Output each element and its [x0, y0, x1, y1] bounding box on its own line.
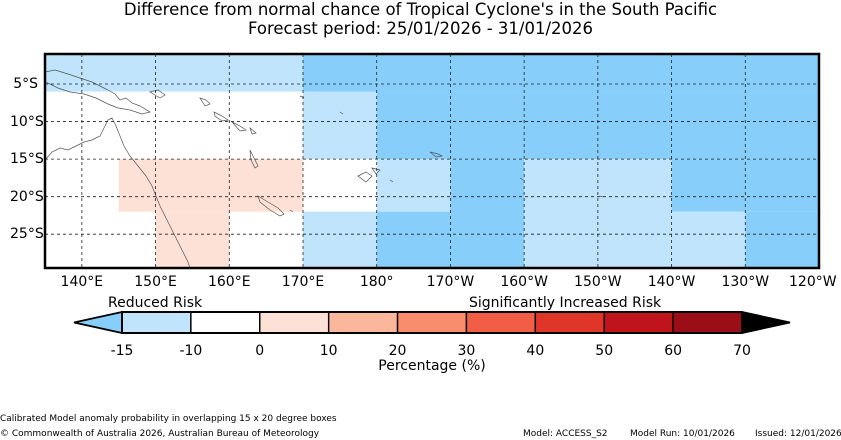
anomaly-cells	[45, 54, 819, 268]
colorbar-under-arrow	[73, 310, 123, 335]
lat-label: 20°S	[10, 188, 44, 205]
footer-model: Model: ACCESS_S2	[523, 429, 608, 439]
lon-label: 160°W	[500, 274, 548, 290]
anomaly-cell-5	[155, 211, 230, 268]
colorbar-segment-0	[121, 311, 192, 334]
lon-label: 160°E	[207, 274, 251, 290]
colorbar-over-arrow	[741, 310, 791, 335]
lon-label: 140°W	[647, 274, 696, 290]
anomaly-cell-10	[671, 211, 746, 268]
colorbar-segment-7	[603, 311, 674, 334]
coastline-new-caledonia	[257, 195, 285, 217]
coastline-vanuatu	[249, 149, 259, 169]
forecast-period: Forecast period: 25/01/2026 - 31/01/2026	[247, 19, 594, 38]
lon-label: 150°W	[574, 274, 622, 290]
colorbar-segment-5	[465, 311, 537, 334]
coastline-samoa	[429, 151, 444, 158]
lat-label: 15°S	[10, 151, 44, 168]
grid-lines	[45, 54, 819, 268]
coastlines	[44, 69, 604, 269]
lon-label: 150°E	[134, 274, 177, 290]
colorbar-segment-2	[259, 311, 330, 334]
lon-label: 180°	[359, 274, 394, 290]
lon-label: 170°E	[281, 274, 325, 290]
anomaly-cell-12	[303, 211, 377, 268]
colorbar-tick: 60	[664, 343, 683, 359]
colorbar-tick: -15	[110, 343, 134, 359]
colorbar-tick: 0	[255, 343, 265, 359]
colorbar-tick: 30	[457, 343, 476, 359]
lon-label: 170°W	[426, 274, 475, 290]
colorbar-tick: 10	[319, 343, 338, 359]
coastline-new-guinea	[44, 69, 151, 115]
map-title: Difference from normal chance of Tropica…	[123, 0, 718, 19]
colorbar-segment-6	[534, 311, 605, 334]
lat-label: 10°S	[10, 113, 44, 130]
colorbar	[73, 310, 791, 335]
lon-label: 130°W	[721, 274, 770, 290]
anomaly-cell-0	[45, 54, 303, 92]
lon-label: 120°W	[789, 274, 837, 290]
colorbar-frame	[121, 311, 743, 334]
colorbar-tick: 50	[595, 343, 614, 359]
anomaly-cell-11	[745, 211, 819, 268]
lon-label: 140°E	[60, 274, 104, 290]
colorbar-xlabel: Percentage (%)	[378, 358, 486, 374]
colorbar-segment-4	[396, 311, 468, 334]
coastline-small-islands	[289, 95, 604, 213]
colorbar-tick: 20	[388, 343, 407, 359]
colorbar-tick: 40	[526, 343, 545, 359]
reduced-risk-label: Reduced Risk	[108, 295, 203, 311]
anomaly-cell-4	[118, 159, 303, 212]
anomaly-cell-13	[376, 211, 451, 268]
footer-issued: Issued: 12/01/2026	[755, 429, 841, 439]
map-frame	[43, 52, 821, 270]
footer-copyright: © Commonwealth of Australia 2026, Austra…	[0, 429, 320, 439]
colorbar-segment-8	[672, 311, 743, 334]
lat-label: 5°S	[13, 76, 38, 93]
anomaly-cell-1	[303, 54, 819, 92]
coastline-fiji	[357, 167, 381, 183]
anomaly-cell-8	[524, 159, 672, 268]
footer-note: Calibrated Model anomaly probability in …	[0, 414, 337, 424]
coastline-islands-north	[149, 89, 257, 135]
colorbar-segment-3	[327, 311, 399, 334]
anomaly-cell-2	[303, 91, 377, 160]
footer-model-run: Model Run: 10/01/2026	[630, 429, 735, 439]
anomaly-cell-3	[376, 91, 819, 160]
increased-risk-label: Significantly Increased Risk	[469, 295, 662, 311]
anomaly-cell-7	[450, 159, 525, 268]
colorbar-tick: 70	[733, 343, 751, 359]
anomaly-cell-6	[376, 159, 451, 212]
anomaly-cell-9	[671, 159, 819, 212]
colorbar-tick: -10	[179, 343, 203, 359]
colorbar-segment-1	[190, 311, 261, 334]
lat-label: 25°S	[10, 226, 44, 243]
